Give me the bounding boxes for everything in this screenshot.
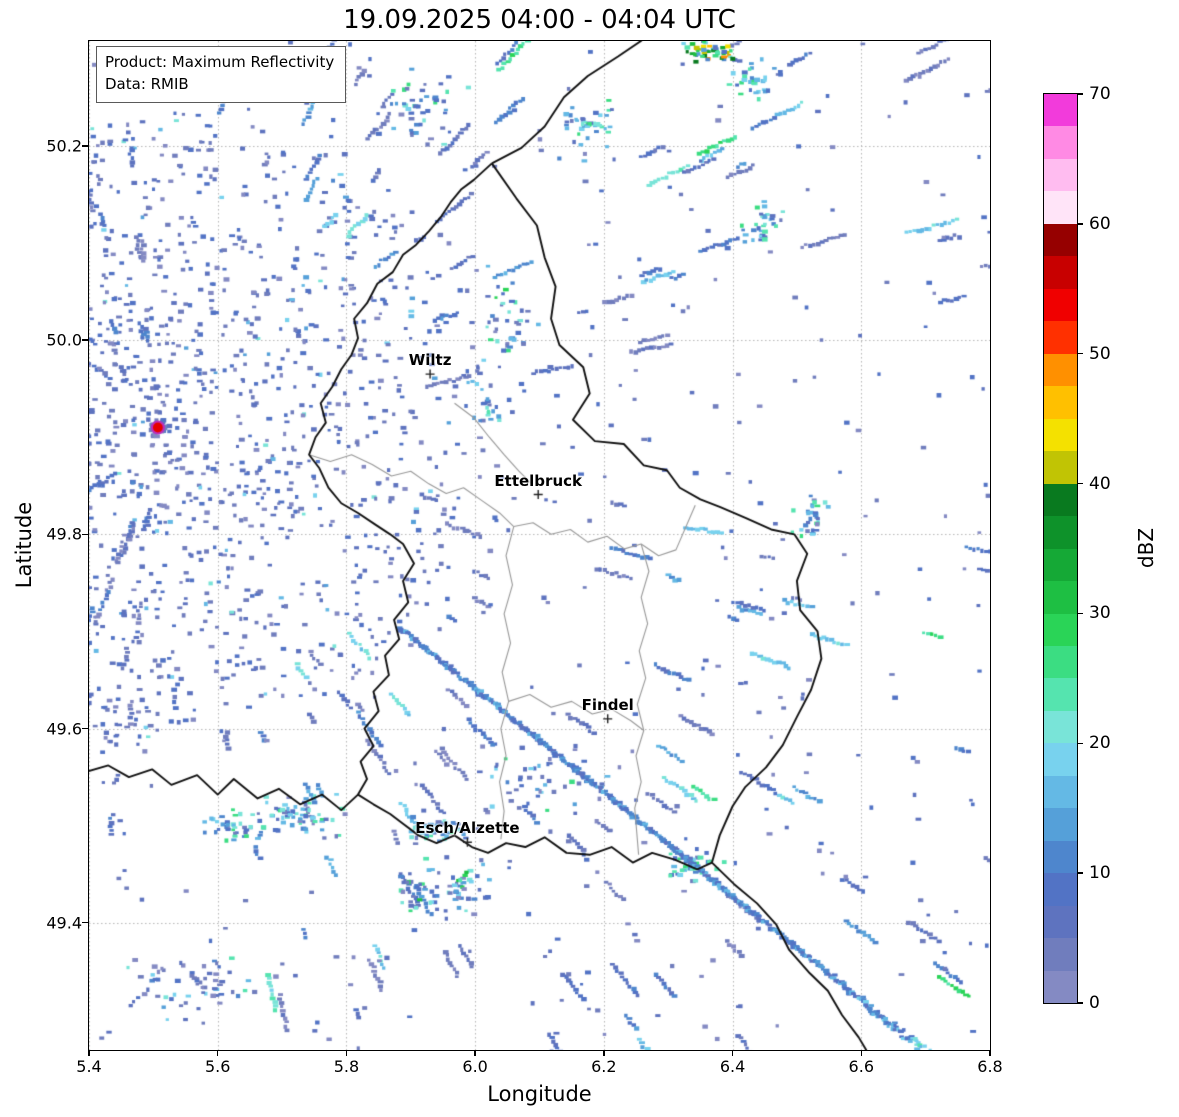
colorbar-segment — [1044, 873, 1077, 906]
x-tick-mark — [217, 1050, 219, 1056]
colorbar-tick-mark — [1077, 742, 1083, 744]
colorbar-tick-label: 40 — [1089, 473, 1111, 494]
colorbar-segment — [1044, 353, 1077, 387]
x-tick-mark — [88, 1050, 90, 1056]
radar-map-canvas — [89, 41, 990, 1050]
y-tick-mark — [82, 922, 88, 924]
x-axis-label: Longitude — [487, 1082, 592, 1106]
y-tick-label: 50.2 — [46, 136, 82, 156]
colorbar-segment — [1044, 808, 1077, 841]
colorbar-segment — [1044, 548, 1077, 582]
colorbar-label: dBZ — [1134, 527, 1158, 569]
city-label-esch-alzette: Esch/Alzette — [415, 819, 520, 838]
data-source-label: Data: RMIB — [105, 74, 189, 93]
colorbar-segment — [1044, 613, 1077, 646]
colorbar-segment — [1044, 223, 1077, 257]
colorbar-segment — [1044, 840, 1077, 874]
colorbar-segment — [1044, 126, 1077, 159]
x-tick-mark — [474, 1050, 476, 1056]
colorbar-segment — [1044, 581, 1077, 614]
y-tick-label: 49.8 — [46, 524, 82, 544]
colorbar-segment — [1044, 775, 1077, 809]
product-label: Product: Maximum Reflectivity — [105, 53, 335, 71]
colorbar-segment — [1044, 645, 1077, 679]
y-tick-mark — [82, 727, 88, 730]
colorbar-segment — [1044, 386, 1077, 419]
colorbar-tick-mark — [1077, 223, 1083, 225]
colorbar-segment — [1044, 743, 1077, 776]
colorbar-segment — [1044, 483, 1077, 517]
colorbar-tick-label: 70 — [1089, 84, 1111, 104]
colorbar-tick-label: 30 — [1089, 603, 1111, 624]
colorbar-tick-mark — [1077, 93, 1083, 95]
colorbar-tick-mark — [1077, 1002, 1083, 1004]
colorbar-tick-label: 10 — [1089, 863, 1111, 884]
colorbar-segment — [1044, 256, 1077, 289]
map-plot-area: Product: Maximum Reflectivity Data: RMIB… — [88, 40, 991, 1051]
colorbar-segment — [1044, 678, 1077, 711]
city-label-findel: Findel — [581, 695, 634, 714]
y-tick-mark — [82, 145, 88, 147]
colorbar-segment — [1044, 451, 1077, 484]
x-tick-label: 6.2 — [591, 1057, 617, 1076]
product-info-box: Product: Maximum Reflectivity Data: RMIB — [96, 46, 347, 103]
colorbar-tick-label: 0 — [1089, 993, 1100, 1013]
x-tick-label: 6.8 — [977, 1057, 1003, 1076]
colorbar-tick-mark — [1077, 482, 1083, 485]
colorbar-segment — [1044, 938, 1077, 971]
colorbar-segment — [1044, 321, 1077, 354]
x-tick-mark — [860, 1050, 862, 1056]
y-tick-label: 49.6 — [46, 719, 82, 739]
colorbar-segment — [1044, 191, 1077, 224]
colorbar-segment — [1044, 516, 1077, 549]
y-tick-label: 49.4 — [46, 913, 82, 933]
city-label-wiltz: Wiltz — [408, 351, 452, 370]
colorbar-segment — [1044, 905, 1077, 939]
colorbar-tick-label: 60 — [1089, 213, 1111, 234]
x-tick-mark — [989, 1050, 991, 1056]
x-tick-mark — [345, 1050, 348, 1056]
colorbar-segment — [1044, 710, 1077, 744]
colorbar-segment — [1044, 288, 1077, 322]
x-tick-label: 5.4 — [76, 1057, 102, 1076]
colorbar-segment — [1044, 418, 1077, 452]
colorbar-segment — [1044, 970, 1077, 1004]
colorbar-tick-mark — [1077, 353, 1083, 355]
x-tick-mark — [731, 1050, 734, 1056]
x-tick-label: 5.6 — [204, 1057, 231, 1076]
y-tick-mark — [82, 533, 88, 536]
x-tick-label: 6.6 — [848, 1057, 875, 1076]
city-label-ettelbruck: Ettelbruck — [494, 471, 582, 490]
x-tick-label: 6.0 — [462, 1057, 488, 1076]
x-tick-mark — [603, 1050, 605, 1056]
figure-title: 19.09.2025 04:00 - 04:04 UTC — [343, 5, 736, 35]
colorbar-tick-mark — [1077, 612, 1083, 615]
colorbar-tick-mark — [1077, 872, 1083, 874]
y-axis-label: Latitude — [12, 501, 36, 589]
colorbar-segment — [1044, 158, 1077, 192]
y-tick-label: 50.0 — [46, 330, 82, 350]
colorbar — [1043, 93, 1078, 1004]
x-tick-label: 6.4 — [719, 1057, 746, 1076]
colorbar-tick-label: 50 — [1089, 343, 1111, 364]
x-tick-label: 5.8 — [333, 1057, 360, 1076]
y-tick-mark — [82, 339, 88, 341]
colorbar-tick-label: 20 — [1089, 733, 1111, 754]
colorbar-segment — [1044, 94, 1077, 127]
